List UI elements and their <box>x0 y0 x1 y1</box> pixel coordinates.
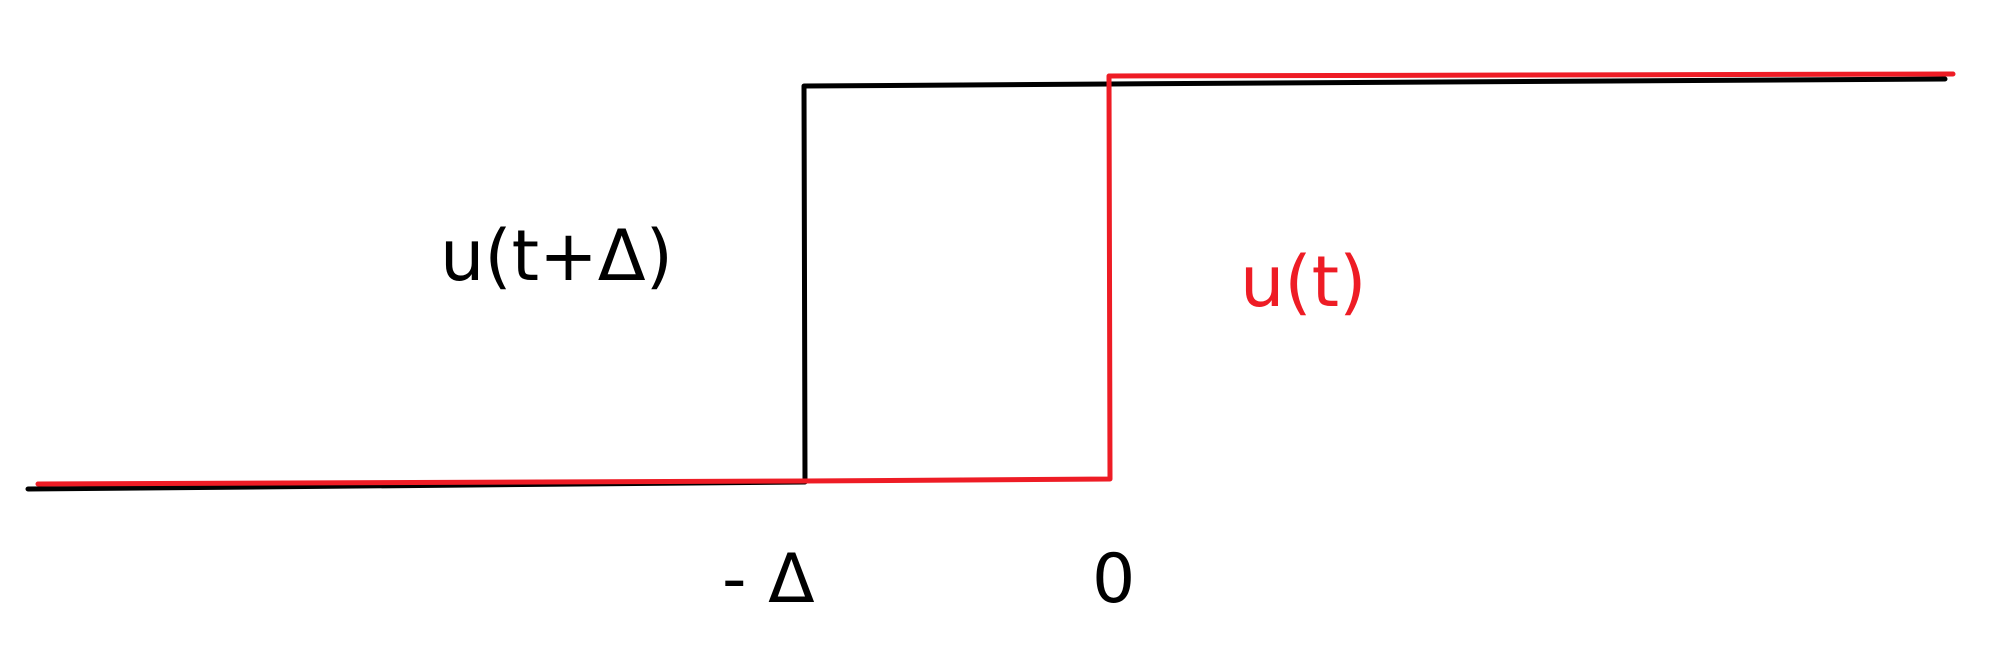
tick-zero: 0 <box>1092 540 1135 619</box>
shifted-step-label: u(t+Δ) <box>440 215 673 297</box>
unit-step-line <box>35 71 1956 487</box>
tick-minus-delta: - Δ <box>722 540 815 619</box>
unit-step-label: u(t) <box>1240 241 1366 323</box>
shifted-step-line <box>25 76 1948 492</box>
